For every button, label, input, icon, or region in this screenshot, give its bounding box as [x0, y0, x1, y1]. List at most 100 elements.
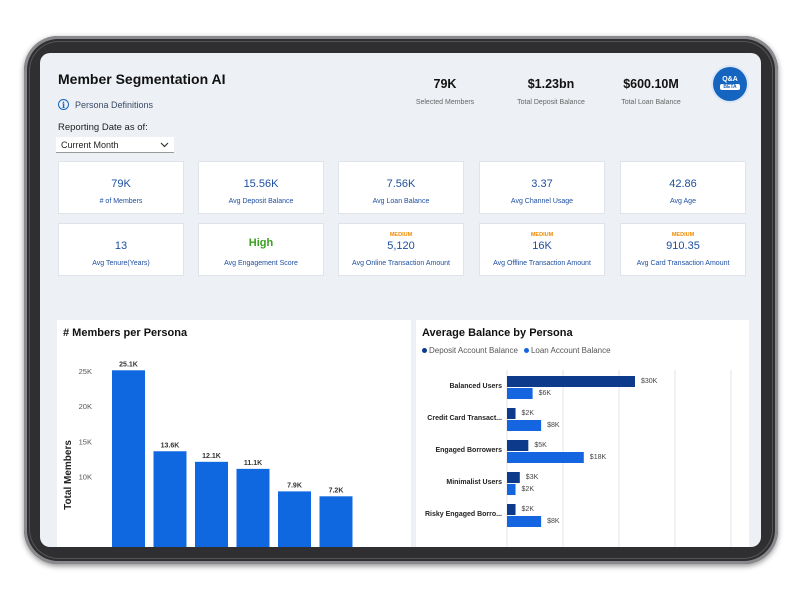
card-value: 15.56K: [243, 178, 279, 190]
status-badge: MEDIUM: [530, 232, 554, 238]
reporting-date-value: Current Month: [61, 139, 119, 150]
balance-hbar-chart: Balanced Users $30K $6K Credit Card Transac…: [425, 370, 732, 547]
data-label: $8K: [547, 518, 560, 525]
card-value: High: [248, 237, 274, 249]
card-avg-deposit: 15.56K Avg Deposit Balance: [198, 161, 324, 214]
category-label: Credit Card Transact...: [427, 415, 502, 422]
average-balance-panel: Average Balance by Persona Deposit Accou…: [416, 320, 749, 547]
data-label: 25.1K: [119, 361, 138, 368]
data-label: $2K: [522, 506, 535, 513]
legend-dot: [422, 348, 427, 354]
bar: [195, 461, 228, 547]
kpi-label: Total Deposit Balance: [517, 99, 585, 106]
data-label: 7.2K: [329, 487, 344, 494]
data-label: $18K: [590, 454, 607, 461]
data-label: 11.1K: [244, 460, 262, 467]
bar: [507, 376, 635, 387]
legend-item-loan: Loan Account Balance: [523, 346, 611, 355]
data-label: 13.6K: [161, 442, 180, 449]
category-label: Minimalist Users: [446, 479, 502, 486]
data-label: 7.9K: [287, 482, 302, 489]
card-label: Avg Channel Usage: [510, 198, 574, 205]
reporting-date-label: Reporting Date as of:: [58, 122, 148, 133]
y-tick-label: 20K: [79, 402, 92, 411]
y-axis-title: Total Members: [63, 440, 74, 510]
legend-label: Loan Account Balance: [530, 346, 611, 355]
bar: [319, 496, 353, 547]
bar: [507, 472, 520, 483]
chevron-down-icon: [160, 142, 169, 147]
data-label: $8K: [547, 422, 560, 429]
legend-item-deposit: Deposit Account Balance: [422, 346, 518, 355]
data-label: $6K: [539, 390, 552, 397]
card-value: 910.35: [666, 240, 700, 252]
card-label: Avg Online Transaction Amount: [352, 260, 450, 267]
card-label: Avg Tenure(Years): [92, 260, 150, 267]
kpi-value: 79K: [433, 77, 457, 91]
kpi-total-loan: $600.10M Total Loan Balance: [606, 77, 696, 106]
card-avg-tenure: 13 Avg Tenure(Years): [58, 223, 184, 276]
dashboard-screen: Member Segmentation AI i Persona Definit…: [40, 53, 761, 547]
card-card-txn: MEDIUM 910.35 Avg Card Transaction Amoun…: [620, 223, 746, 276]
beta-badge: BETA: [720, 84, 740, 90]
card-label: Avg Loan Balance: [372, 198, 430, 205]
bar: [507, 388, 533, 399]
category-label: Balanced Users: [449, 383, 502, 390]
kpi-value: $600.10M: [623, 77, 679, 91]
kpi-selected-members: 79K Selected Members: [400, 77, 490, 106]
reporting-date-dropdown[interactable]: Current Month: [56, 137, 174, 153]
legend-label: Deposit Account Balance: [429, 346, 518, 355]
card-value: 79K: [111, 178, 131, 190]
card-value: 16K: [532, 240, 552, 252]
bar: [236, 468, 270, 547]
chart-legend: Deposit Account Balance Loan Account Bal…: [422, 346, 611, 355]
card-value: 13: [114, 240, 128, 252]
card-avg-channel: 3.37 Avg Channel Usage: [479, 161, 605, 214]
card-value: 42.86: [669, 178, 697, 190]
kpi-total-deposit: $1.23bn Total Deposit Balance: [506, 77, 596, 106]
card-value: 5,120: [387, 240, 415, 252]
qa-button[interactable]: Q&A BETA: [713, 67, 747, 101]
data-label: 12.1K: [202, 453, 221, 460]
card-offline-txn: MEDIUM 16K Avg Offline Transaction Amoun…: [479, 223, 605, 276]
category-label: Risky Engaged Borro...: [425, 511, 502, 518]
status-badge: MEDIUM: [389, 232, 413, 238]
bar: [507, 516, 542, 527]
bar: [278, 491, 311, 547]
status-badge: MEDIUM: [671, 232, 695, 238]
page-title: Member Segmentation AI: [58, 71, 226, 87]
y-tick-label: 25K: [79, 367, 92, 376]
card-label: Avg Age: [670, 198, 696, 205]
kpi-label: Total Loan Balance: [621, 99, 681, 106]
card-value: 7.56K: [386, 178, 416, 190]
bar: [507, 484, 516, 495]
card-value: 3.37: [531, 178, 553, 190]
card-members: 79K # of Members: [58, 161, 184, 214]
bar: [507, 504, 516, 515]
card-label: Avg Card Transaction Amount: [636, 260, 730, 267]
persona-definitions-link[interactable]: i Persona Definitions: [58, 99, 153, 110]
data-label: $30K: [641, 378, 658, 385]
bar: [507, 420, 542, 431]
y-tick-label: 10K: [79, 473, 92, 482]
card-label: Avg Engagement Score: [224, 260, 298, 267]
bar: [112, 370, 145, 547]
card-engagement: High Avg Engagement Score: [198, 223, 324, 276]
category-label: Engaged Borrowers: [435, 447, 502, 454]
persona-definitions-label: Persona Definitions: [75, 99, 154, 110]
card-label: Avg Offline Transaction Amount: [493, 260, 591, 267]
kpi-label: Selected Members: [415, 99, 475, 106]
card-online-txn: MEDIUM 5,120 Avg Online Transaction Amou…: [338, 223, 464, 276]
card-avg-loan: 7.56K Avg Loan Balance: [338, 161, 464, 214]
info-icon: i: [58, 99, 69, 110]
members-bar-chart: Total Members 25K 20K 15K 10K 25.1K 13.6K 12.1K…: [63, 361, 353, 547]
legend-dot: [523, 348, 529, 354]
card-label: # of Members: [99, 198, 143, 205]
bar: [153, 451, 187, 547]
chart-title: Average Balance by Persona: [422, 327, 573, 339]
data-label: $2K: [522, 410, 535, 417]
bar: [507, 408, 516, 419]
y-tick-label: 15K: [79, 437, 92, 446]
card-label: Avg Deposit Balance: [228, 198, 294, 205]
bar: [507, 452, 584, 463]
